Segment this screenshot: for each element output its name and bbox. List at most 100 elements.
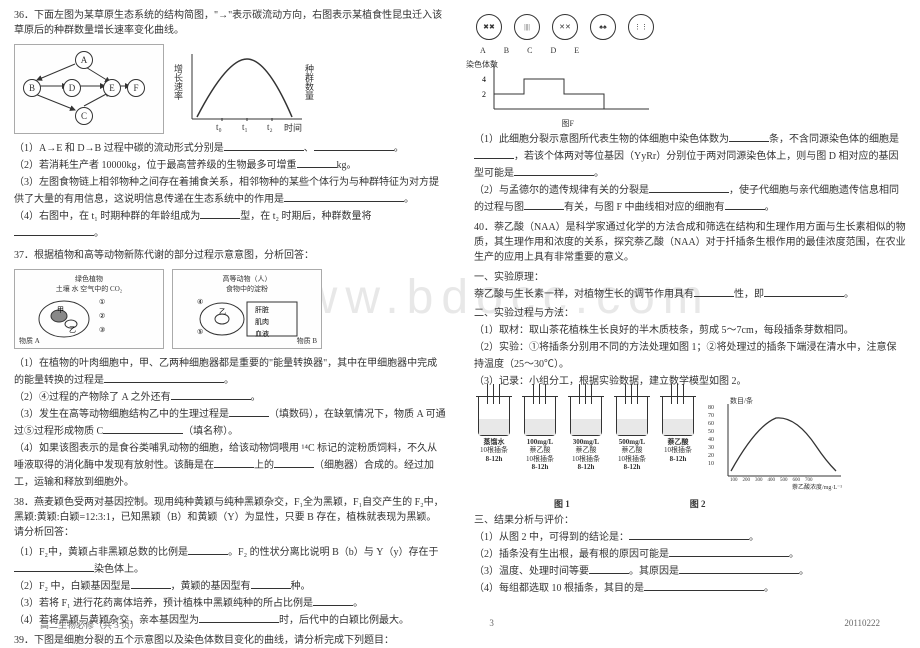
q38-s1: （1）F₂中，黄颖占非黑颖总数的比例是。F₂ 的性状分离比说明 B（b）与 Y（… xyxy=(14,544,446,578)
lblD: D xyxy=(550,46,556,55)
cell-E: ⋮⋮ xyxy=(628,14,654,40)
cell-B: |||| xyxy=(514,14,540,40)
yt50: 50 xyxy=(708,428,714,436)
node-E: E xyxy=(103,79,121,97)
q40-san1: （1）从图 2 中，可得到的结论是：。 xyxy=(474,529,906,546)
svg-text:④: ④ xyxy=(197,298,203,306)
r-s2: （2）与孟德尔的遗传规律有关的分裂是，使子代细胞与亲代细胞遗传信息相同的过程与图… xyxy=(474,182,906,216)
svg-text:②: ② xyxy=(99,312,105,320)
plant-label1: 绿色植物 xyxy=(75,274,103,284)
beaker-1: 蒸馏水10根插条8-12h xyxy=(474,396,514,472)
svg-text:甲: 甲 xyxy=(57,306,64,314)
q40-yi: 一、实验原理： xyxy=(474,269,906,286)
svg-text:乙: 乙 xyxy=(219,308,226,316)
cell-figures: ✖✖ |||| ✕✕ ♠♠ ⋮⋮ xyxy=(474,14,906,40)
chromo-ylabel: 染色体数 xyxy=(466,59,498,70)
q40-er: 二、实验过程与方法： xyxy=(474,305,906,322)
yt70: 70 xyxy=(708,412,714,420)
beaker-3: 300mg/L萘乙酸10根插条8-12h xyxy=(566,396,606,472)
curve-ylabel: 增长速率 xyxy=(172,64,185,100)
q37-figure: 绿色植物 土壤 水 空气中的 CO₂ 甲 乙 ① ② ③ 物质 A 高等动物（人… xyxy=(14,269,446,349)
footer-left: 高二生物必修（共 3 页） xyxy=(40,618,139,631)
t2: t₂ xyxy=(267,122,273,132)
svg-text:①: ① xyxy=(99,298,105,306)
q38-s3: （3）若将 F₁ 进行花药离体培养，预计植株中黑颖纯种的所占比例是。 xyxy=(14,595,446,612)
svg-text:肝脏: 肝脏 xyxy=(255,305,269,314)
q40-san2: （2）插条没有生出根，最有根的原因可能是。 xyxy=(474,546,906,563)
matB: 物质 B xyxy=(297,336,317,346)
q36-s1: （1）A→E 和 D→B 过程中碳的流动形式分别是、。 xyxy=(14,140,446,157)
q39-header: 39．下图是细胞分裂的五个示意图以及染色体数目变化的曲线，请分析完成下列题目： xyxy=(14,633,446,648)
q40-san3: （3）温度、处理时间等要。其原因是。 xyxy=(474,563,906,580)
svg-text:2: 2 xyxy=(482,90,486,99)
svg-text:4: 4 xyxy=(482,75,486,84)
svg-text:肌肉: 肌肉 xyxy=(255,317,269,326)
animal-label1: 高等动物（人） xyxy=(223,274,272,284)
q36-s3: （3）左图食物链上相邻物种之间存在着捕食关系，相邻物种的某些个体行为与种群特征为… xyxy=(14,174,446,208)
cell-D: ♠♠ xyxy=(590,14,616,40)
right-column: ✖✖ |||| ✕✕ ♠♠ ⋮⋮ A B C D E 2 4 染色体数 图F （… xyxy=(460,0,920,637)
beaker-5: 萘乙酸10根插条8-12h xyxy=(658,396,698,472)
q40-san: 三、结果分析与评价： xyxy=(474,512,906,529)
footer-right: 20110222 xyxy=(844,618,880,631)
q38-header: 38．燕麦颖色受两对基因控制。现用纯种黄颖与纯种黑颖杂交，F₁全为黑颖，F₁自交… xyxy=(14,495,446,540)
q37-header: 37．根据植物和高等动物新陈代谢的部分过程示意意图，分析回答： xyxy=(14,248,446,263)
lblE: E xyxy=(574,46,579,55)
yt10: 10 xyxy=(708,460,714,468)
fig2-label: 图 2 xyxy=(690,497,706,510)
c2-xlabel: 萘乙酸浓度/mg·L⁻¹ xyxy=(792,482,842,491)
lblC: C xyxy=(527,46,532,55)
q36-header: 36．下面左图为某草原生态系统的结构简图，"→"表示碳流动方向，右图表示某植食性… xyxy=(14,8,446,38)
curve-rlabel: 种群数量 xyxy=(303,64,316,100)
q37-s2: （2）④过程的产物除了 A 之外还有。 xyxy=(14,389,446,406)
q40-yi1: 萘乙酸与生长素一样，对植物生长的调节作用具有性，即。 xyxy=(474,286,906,303)
page-footer: 高二生物必修（共 3 页） 3 20110222 xyxy=(0,618,920,631)
r-s1: （1）此细胞分裂示意图所代表生物的体细胞中染色体数为条，不含同源染色体的细胞是，… xyxy=(474,131,906,182)
fig1-label: 图 1 xyxy=(554,497,570,510)
cell-C: ✕✕ xyxy=(552,14,578,40)
q36-network: A B C D E F xyxy=(14,44,164,134)
plant-cell: 绿色植物 土壤 水 空气中的 CO₂ 甲 乙 ① ② ③ 物质 A xyxy=(14,269,164,349)
svg-text:血液: 血液 xyxy=(255,329,269,338)
c2-ylabel: 数目/条 xyxy=(730,396,753,406)
q37-s3: （3）发生在高等动物细胞结构乙中的生理过程是（填数码），在缺氧情况下，物质 A … xyxy=(14,406,446,440)
yt30: 30 xyxy=(708,444,714,452)
yt60: 60 xyxy=(708,420,714,428)
cell-A: ✖✖ xyxy=(476,14,502,40)
chromo-xlabel: 图F xyxy=(562,118,574,129)
curve-xlabel: 时间 xyxy=(284,121,302,134)
beaker-4: 500mg/L萘乙酸10根插条8-12h xyxy=(612,396,652,472)
matA: 物质 A xyxy=(19,336,40,346)
q38-s2: （2）F₂ 中，白颖基因型是，黄颖的基因型有种。 xyxy=(14,578,446,595)
q40-san4: （4）每组都选取 10 根插条，其目的是。 xyxy=(474,580,906,597)
animal-cell: 高等动物（人） 食物中的淀粉 乙 ④ ⑤ 肝脏 肌肉 血液 物质 B xyxy=(172,269,322,349)
left-column: 36．下面左图为某草原生态系统的结构简图，"→"表示碳流动方向，右图表示某植食性… xyxy=(0,0,460,637)
lblA: A xyxy=(480,46,486,55)
plant-label2: 土壤 水 空气中的 CO₂ xyxy=(56,284,122,294)
q36-curve: 增长速率 种群数量 时间 t₀ t₁ t₂ xyxy=(172,44,312,134)
svg-text:乙: 乙 xyxy=(69,326,76,334)
q36-s2: （2）若消耗生产者 10000kg，位于最高营养级的生物最多可增重kg。 xyxy=(14,157,446,174)
node-F: F xyxy=(127,79,145,97)
q36-s4: （4）右图中，在 t₁ 时期种群的年龄组成为型，在 t₂ 时期后，种群数量将。 xyxy=(14,208,446,242)
q37-s4: （4）如果该图表示的是食谷类哺乳动物的细胞，给该动物饲喂用 ¹⁴C 标记的淀粉质… xyxy=(14,440,446,491)
t0: t₀ xyxy=(216,122,222,132)
animal-label2: 食物中的淀粉 xyxy=(226,284,268,294)
node-D: D xyxy=(63,79,81,97)
q40-figures: 蒸馏水10根插条8-12h 100mg/L萘乙酸10根插条8-12h 300mg… xyxy=(474,396,906,491)
beaker-2: 100mg/L萘乙酸10根插条8-12h xyxy=(520,396,560,472)
t1: t₁ xyxy=(242,122,248,132)
q40-chart2: 数目/条 80 70 60 50 40 30 20 10 萘乙酸浓度/mg·L⁻… xyxy=(706,396,846,491)
yt80: 80 xyxy=(708,404,714,412)
svg-text:⑤: ⑤ xyxy=(197,328,203,336)
lblB: B xyxy=(504,46,509,55)
q40-header: 40．萘乙酸（NAA）是科学家通过化学的方法合成和筛选在结构和生理作用方面与生长… xyxy=(474,220,906,265)
svg-text:③: ③ xyxy=(99,326,105,334)
q40-er2: （2）实验：①将插条分别用不同的方法处理如图 1；②将处理过的插条下端浸在清水中… xyxy=(474,339,906,373)
footer-center: 3 xyxy=(489,618,494,631)
q37-s1: （1）在植物的叶肉细胞中，甲、乙两种细胞器都是重要的"能量转换器"，其中在甲细胞… xyxy=(14,355,446,389)
node-C: C xyxy=(75,107,93,125)
node-B: B xyxy=(23,79,41,97)
yt40: 40 xyxy=(708,436,714,444)
yt20: 20 xyxy=(708,452,714,460)
